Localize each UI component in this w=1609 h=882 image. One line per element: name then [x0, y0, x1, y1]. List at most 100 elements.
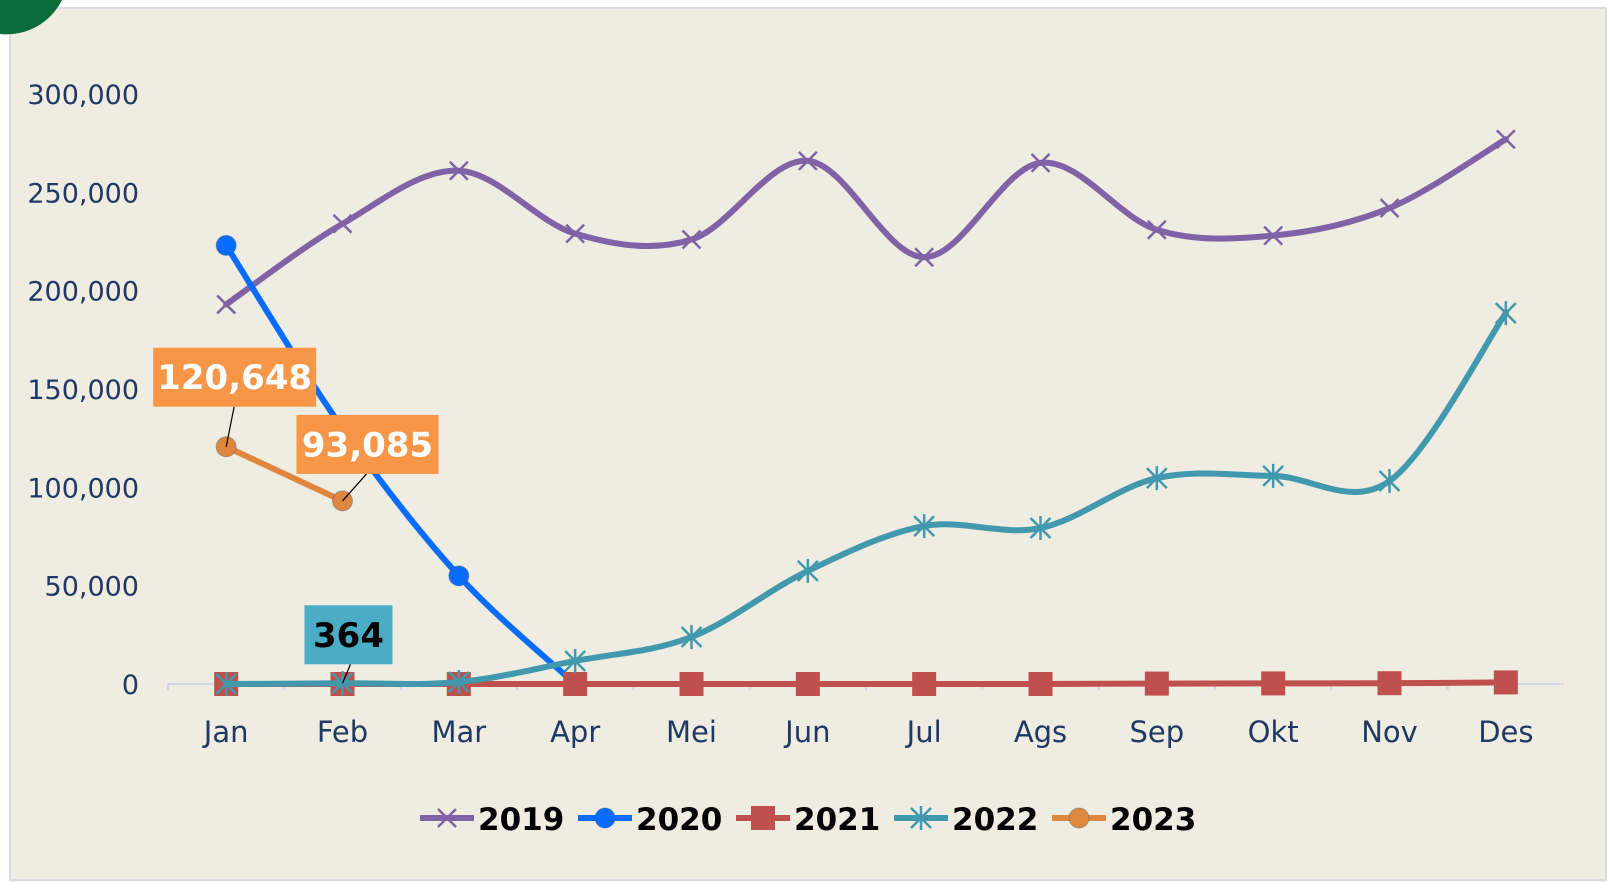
legend-label: 2021	[794, 802, 880, 838]
marker-shape	[594, 807, 616, 829]
marker-shape	[1494, 301, 1517, 326]
marker-shape	[680, 624, 703, 649]
marker	[448, 160, 469, 181]
marker-shape	[1495, 129, 1516, 150]
y-tick-label: 250,000	[27, 178, 139, 209]
leader-line	[341, 664, 352, 684]
marker-shape	[1029, 516, 1052, 541]
x-tick-label: Jan	[202, 715, 249, 749]
marker-shape	[437, 808, 457, 828]
marker	[679, 672, 704, 696]
marker	[565, 223, 586, 244]
marker	[680, 624, 703, 649]
marker	[1144, 671, 1169, 696]
marker	[751, 806, 775, 830]
marker-shape	[797, 150, 818, 171]
x-tick-label: Apr	[550, 715, 600, 749]
marker	[914, 247, 935, 268]
marker-shape	[332, 213, 353, 234]
x-tick-label: Nov	[1361, 715, 1418, 749]
x-tick-label: Mei	[666, 715, 717, 749]
x-tick-label: Feb	[317, 715, 368, 749]
x-tick-label: Ags	[1014, 715, 1067, 749]
marker-shape	[914, 247, 935, 268]
marker	[1378, 469, 1401, 494]
marker	[913, 514, 936, 539]
data-label: 93,085	[302, 425, 433, 465]
leader-line	[225, 406, 235, 447]
marker	[1262, 463, 1285, 488]
marker-shape	[563, 672, 588, 696]
y-tick-label: 200,000	[27, 277, 139, 308]
marker	[1494, 301, 1517, 326]
marker	[448, 565, 470, 587]
marker	[594, 807, 616, 829]
marker-shape	[1144, 671, 1169, 696]
y-tick-label: 150,000	[27, 375, 139, 406]
marker-shape	[912, 672, 937, 696]
marker	[447, 670, 470, 695]
corner-decoration	[0, 0, 62, 35]
marker-shape	[1068, 807, 1090, 829]
y-tick-label: 100,000	[27, 473, 139, 504]
marker-shape	[1493, 670, 1518, 695]
y-tick-label: 300,000	[27, 80, 139, 111]
marker-shape	[1146, 219, 1167, 240]
marker	[215, 672, 238, 696]
marker-shape	[448, 565, 470, 587]
marker-shape	[1377, 671, 1402, 696]
legend-label: 2023	[1110, 802, 1196, 838]
legend-label: 2022	[952, 802, 1038, 838]
marker	[1493, 670, 1518, 695]
marker	[797, 150, 818, 171]
y-tick-label: 0	[122, 670, 139, 701]
marker-shape	[1378, 469, 1401, 494]
marker	[681, 229, 702, 250]
marker-shape	[1379, 198, 1400, 218]
marker-shape	[1030, 152, 1051, 173]
marker	[216, 294, 237, 315]
marker-shape	[795, 672, 820, 696]
marker	[1263, 225, 1284, 246]
marker-shape	[215, 672, 238, 696]
data-label-box	[153, 347, 317, 407]
marker-shape	[681, 229, 702, 250]
marker-shape	[751, 806, 775, 830]
series-line	[223, 242, 579, 687]
marker-shape	[565, 223, 586, 244]
marker	[796, 558, 819, 583]
marker	[1377, 671, 1402, 696]
marker	[1030, 152, 1051, 173]
x-tick-label: Des	[1478, 715, 1533, 749]
legend-label: 2020	[636, 802, 722, 838]
marker	[1495, 129, 1516, 150]
marker	[1146, 219, 1167, 240]
data-label: 120,648	[157, 358, 312, 398]
marker-shape	[1262, 463, 1285, 488]
marker	[1029, 516, 1052, 541]
marker	[564, 648, 587, 673]
data-label-box	[296, 414, 439, 474]
marker	[215, 234, 237, 256]
marker	[795, 672, 820, 696]
series-line	[223, 443, 346, 504]
marker	[910, 806, 932, 830]
leader-line	[342, 473, 367, 502]
marker	[332, 213, 353, 234]
x-tick-label: Okt	[1248, 715, 1299, 749]
marker-shape	[796, 558, 819, 583]
marker	[912, 672, 937, 696]
marker-shape	[679, 672, 704, 696]
marker-shape	[448, 160, 469, 181]
marker	[563, 672, 588, 696]
data-label-box	[304, 605, 393, 665]
marker-shape	[1263, 225, 1284, 246]
x-tick-label: Sep	[1129, 715, 1184, 749]
marker	[1068, 807, 1090, 829]
marker	[1028, 672, 1053, 696]
marker-shape	[1261, 671, 1286, 696]
marker-shape	[447, 670, 470, 695]
marker-shape	[910, 806, 932, 830]
marker-shape	[216, 294, 237, 315]
